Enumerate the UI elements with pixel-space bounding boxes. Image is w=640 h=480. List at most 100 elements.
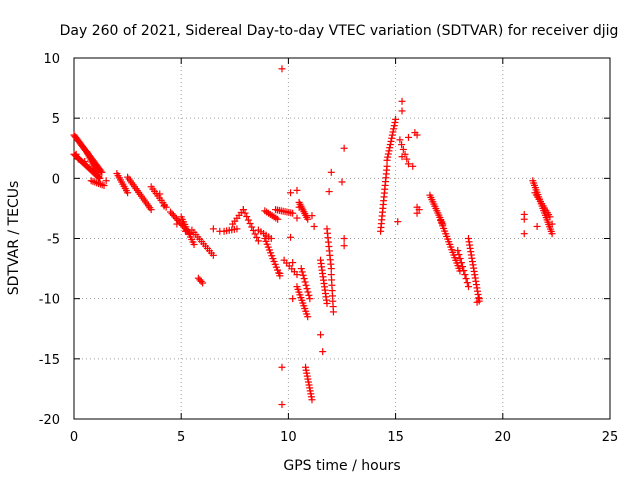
x-tick-label: 15 xyxy=(387,430,404,445)
data-point xyxy=(293,214,301,222)
data-point xyxy=(386,144,394,152)
x-axis-label: GPS time / hours xyxy=(283,458,400,474)
data-point xyxy=(461,271,469,279)
data-point xyxy=(81,157,89,165)
x-tick-label: 5 xyxy=(177,430,185,445)
data-point xyxy=(399,145,407,153)
data-point xyxy=(174,216,182,224)
data-point xyxy=(244,216,252,224)
data-point xyxy=(340,235,348,242)
data-point xyxy=(340,144,348,152)
data-point xyxy=(147,206,155,214)
axis-ticks: 0 5 10 15 20 25 -20 -15 -10 -5 0 5 10 xyxy=(39,52,619,445)
data-point xyxy=(475,295,483,303)
data-point xyxy=(415,206,423,214)
data-point xyxy=(289,259,297,267)
data-point xyxy=(398,107,406,115)
chart-title: Day 260 of 2021, Sidereal Day-to-day VTE… xyxy=(60,23,619,39)
data-point xyxy=(413,209,421,217)
data-point xyxy=(304,215,312,223)
data-point xyxy=(233,225,241,233)
data-point xyxy=(391,119,399,127)
y-tick-label: 5 xyxy=(52,112,60,127)
data-point xyxy=(160,202,168,210)
data-point xyxy=(197,277,205,285)
data-point xyxy=(456,255,464,263)
data-point xyxy=(390,125,398,133)
data-point xyxy=(190,241,198,249)
data-point xyxy=(168,210,176,218)
data-point xyxy=(241,209,249,217)
data-point xyxy=(460,267,468,275)
data-point xyxy=(329,308,337,316)
data-point xyxy=(327,265,335,273)
data-point xyxy=(100,182,108,190)
data-point xyxy=(253,233,261,241)
data-point xyxy=(248,223,256,231)
data-point xyxy=(383,162,391,170)
data-point xyxy=(239,206,247,214)
y-tick-label: -5 xyxy=(47,233,60,248)
data-point xyxy=(338,178,346,186)
data-point xyxy=(304,313,312,321)
data-point xyxy=(388,134,396,142)
data-point xyxy=(306,295,314,303)
data-point xyxy=(305,291,313,299)
data-point xyxy=(308,212,316,220)
data-point xyxy=(102,177,110,185)
data-point xyxy=(548,220,556,228)
data-point xyxy=(520,230,528,238)
data-point xyxy=(303,285,311,293)
data-point xyxy=(216,227,224,235)
data-point xyxy=(276,269,284,277)
data-point xyxy=(308,396,316,404)
data-point xyxy=(301,278,309,286)
data-point xyxy=(463,279,471,287)
data-point xyxy=(409,162,417,170)
data-point xyxy=(287,189,295,197)
data-point xyxy=(293,271,301,279)
data-point xyxy=(386,141,394,149)
data-point xyxy=(209,251,217,259)
data-point xyxy=(97,167,105,175)
data-point xyxy=(298,268,306,276)
data-point xyxy=(323,299,331,307)
data-point xyxy=(462,275,470,283)
data-point xyxy=(124,189,132,197)
data-point xyxy=(287,233,295,241)
data-point xyxy=(209,225,217,233)
data-point xyxy=(404,133,412,141)
data-point xyxy=(181,227,189,235)
data-point xyxy=(254,237,262,245)
data-point xyxy=(289,209,297,217)
data-point xyxy=(548,230,556,238)
data-point xyxy=(169,211,177,219)
data-point xyxy=(454,247,462,255)
data-point xyxy=(385,147,393,155)
data-point xyxy=(251,230,259,238)
data-point xyxy=(388,131,396,139)
y-tick-label: -20 xyxy=(39,413,60,428)
data-point xyxy=(319,348,327,356)
x-tick-label: 10 xyxy=(280,430,297,445)
data-point xyxy=(392,115,400,123)
x-tick-label: 25 xyxy=(602,430,619,445)
data-point xyxy=(520,215,528,223)
data-point xyxy=(72,150,80,158)
data-point xyxy=(398,141,406,149)
data-point xyxy=(304,288,312,296)
data-point xyxy=(384,153,392,161)
y-tick-label: -10 xyxy=(39,293,60,308)
y-tick-label: 0 xyxy=(52,172,60,187)
data-point xyxy=(278,401,286,409)
data-point xyxy=(74,155,82,163)
data-point xyxy=(457,259,465,267)
data-point xyxy=(546,213,554,221)
data-point xyxy=(199,279,207,287)
data-point xyxy=(297,265,305,273)
x-tick-label: 20 xyxy=(495,430,512,445)
data-point xyxy=(173,220,181,228)
data-point xyxy=(464,283,472,291)
data-point xyxy=(300,275,308,283)
